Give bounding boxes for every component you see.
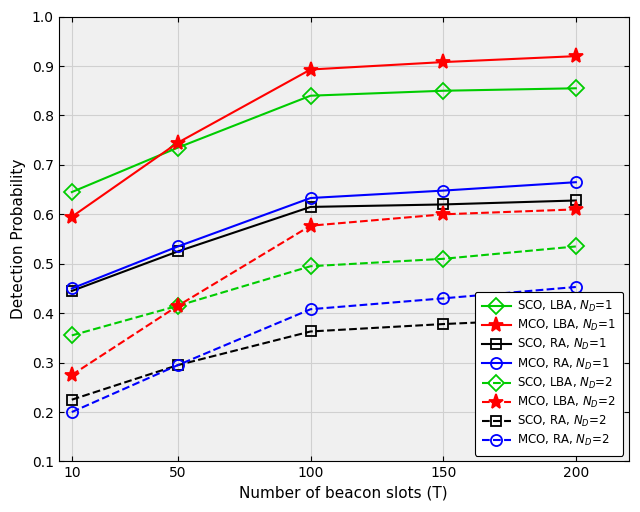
SCO, RA, $N_D$=1 — [68, 288, 76, 294]
Line: SCO, RA, $N_D$=2: SCO, RA, $N_D$=2 — [67, 313, 580, 404]
Legend: SCO, LBA, $N_D$=1, MCO, LBA, $N_D$=1, SCO, RA, $N_D$=1, MCO, RA, $N_D$=1, SCO, L: SCO, LBA, $N_D$=1, MCO, LBA, $N_D$=1, SC… — [474, 292, 623, 456]
MCO, RA, $N_D$=2 — [68, 409, 76, 415]
Line: SCO, LBA, $N_D$=2: SCO, LBA, $N_D$=2 — [66, 241, 581, 341]
MCO, RA, $N_D$=2 — [572, 284, 580, 290]
MCO, LBA, $N_D$=2 — [307, 223, 314, 229]
Line: SCO, RA, $N_D$=1: SCO, RA, $N_D$=1 — [67, 196, 580, 296]
SCO, RA, $N_D$=1 — [174, 248, 182, 254]
SCO, LBA, $N_D$=1 — [174, 144, 182, 151]
MCO, LBA, $N_D$=1 — [68, 214, 76, 220]
MCO, LBA, $N_D$=2 — [174, 303, 182, 309]
MCO, LBA, $N_D$=1 — [572, 53, 580, 59]
Line: MCO, RA, $N_D$=2: MCO, RA, $N_D$=2 — [66, 282, 581, 418]
MCO, RA, $N_D$=1 — [572, 179, 580, 185]
Line: SCO, LBA, $N_D$=1: SCO, LBA, $N_D$=1 — [66, 83, 581, 198]
SCO, LBA, $N_D$=1 — [572, 85, 580, 91]
MCO, LBA, $N_D$=2 — [68, 372, 76, 378]
SCO, RA, $N_D$=2 — [174, 362, 182, 368]
SCO, RA, $N_D$=2 — [439, 321, 447, 327]
MCO, LBA, $N_D$=1 — [174, 140, 182, 146]
MCO, RA, $N_D$=1 — [307, 195, 314, 201]
MCO, RA, $N_D$=2 — [307, 306, 314, 312]
SCO, RA, $N_D$=1 — [307, 204, 314, 210]
SCO, RA, $N_D$=2 — [68, 397, 76, 403]
SCO, LBA, $N_D$=1 — [68, 189, 76, 195]
MCO, RA, $N_D$=1 — [439, 187, 447, 194]
Line: MCO, LBA, $N_D$=1: MCO, LBA, $N_D$=1 — [64, 49, 584, 224]
Line: MCO, RA, $N_D$=1: MCO, RA, $N_D$=1 — [66, 177, 581, 294]
MCO, LBA, $N_D$=1 — [439, 59, 447, 65]
MCO, LBA, $N_D$=2 — [572, 206, 580, 212]
SCO, LBA, $N_D$=2 — [572, 243, 580, 249]
Line: MCO, LBA, $N_D$=2: MCO, LBA, $N_D$=2 — [64, 202, 584, 382]
SCO, LBA, $N_D$=1 — [439, 88, 447, 94]
SCO, RA, $N_D$=1 — [439, 201, 447, 207]
MCO, RA, $N_D$=1 — [174, 243, 182, 249]
X-axis label: Number of beacon slots (T): Number of beacon slots (T) — [239, 486, 448, 501]
MCO, RA, $N_D$=2 — [174, 362, 182, 368]
Y-axis label: Detection Probability: Detection Probability — [11, 159, 26, 319]
MCO, LBA, $N_D$=1 — [307, 67, 314, 73]
SCO, LBA, $N_D$=2 — [174, 303, 182, 309]
MCO, LBA, $N_D$=2 — [439, 211, 447, 218]
SCO, LBA, $N_D$=2 — [307, 263, 314, 269]
MCO, RA, $N_D$=1 — [68, 285, 76, 291]
SCO, RA, $N_D$=1 — [572, 198, 580, 204]
SCO, RA, $N_D$=2 — [572, 315, 580, 321]
SCO, RA, $N_D$=2 — [307, 328, 314, 334]
SCO, LBA, $N_D$=2 — [439, 255, 447, 262]
SCO, LBA, $N_D$=1 — [307, 93, 314, 99]
SCO, LBA, $N_D$=2 — [68, 332, 76, 338]
MCO, RA, $N_D$=2 — [439, 295, 447, 302]
